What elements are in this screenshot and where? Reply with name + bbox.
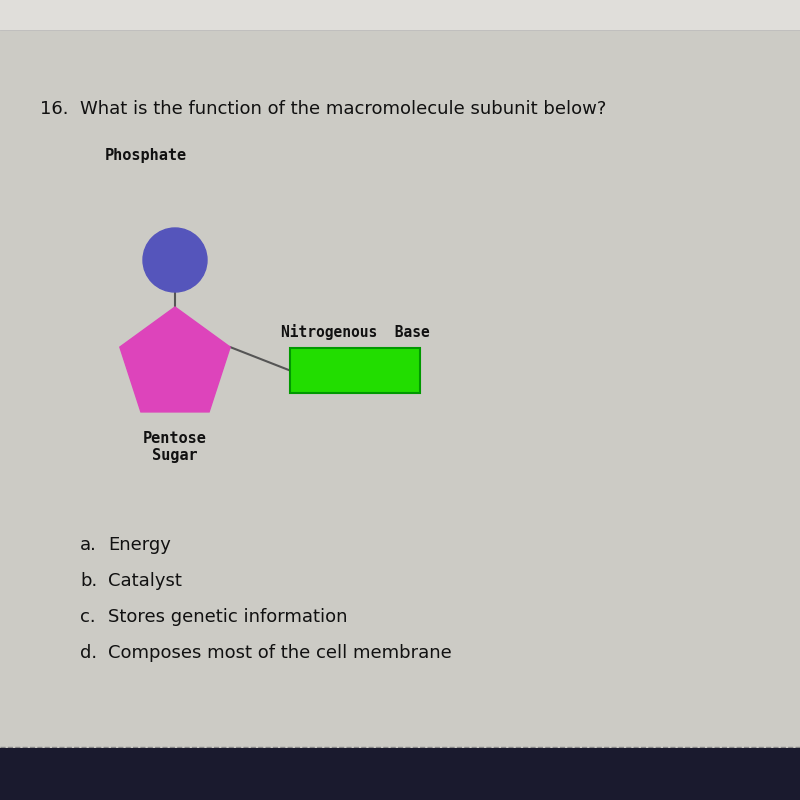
Text: c.: c.	[80, 608, 96, 626]
Text: Stores genetic information: Stores genetic information	[108, 608, 347, 626]
Text: Phosphate: Phosphate	[105, 148, 187, 163]
Text: d.: d.	[80, 644, 97, 662]
FancyBboxPatch shape	[0, 0, 800, 30]
Text: Catalyst: Catalyst	[108, 572, 182, 590]
Text: Energy: Energy	[108, 536, 171, 554]
Text: Pentose
Sugar: Pentose Sugar	[143, 431, 207, 463]
Text: Nitrogenous  Base: Nitrogenous Base	[281, 324, 430, 340]
Text: b.: b.	[80, 572, 98, 590]
Bar	[290, 348, 420, 393]
Circle shape	[143, 228, 207, 292]
FancyBboxPatch shape	[0, 748, 800, 800]
Text: a.: a.	[80, 536, 97, 554]
Text: 16.  What is the function of the macromolecule subunit below?: 16. What is the function of the macromol…	[40, 100, 606, 118]
Text: 4 / 5   |   —   160%   +   |: 4 / 5 | — 160% + |	[312, 10, 448, 20]
Polygon shape	[120, 307, 230, 412]
Text: Composes most of the cell membrane: Composes most of the cell membrane	[108, 644, 452, 662]
Text: (1).pdf: (1).pdf	[10, 10, 47, 20]
